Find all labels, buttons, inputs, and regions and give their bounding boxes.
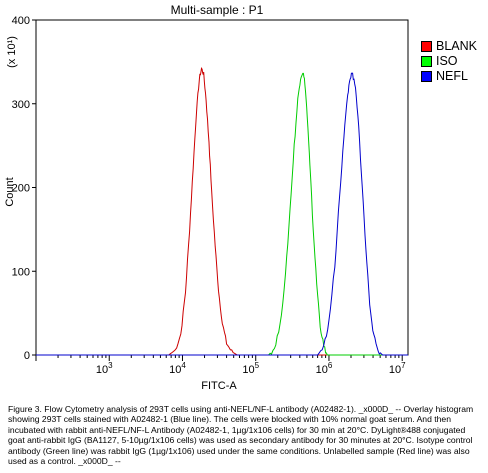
x-tick-exponent: 3 — [108, 361, 113, 370]
legend-swatch-iso — [421, 55, 432, 67]
x-tick-label: 104 — [169, 361, 186, 376]
legend-item-blank: BLANK — [421, 39, 477, 53]
plot-frame — [35, 19, 409, 356]
series-line-iso — [36, 72, 408, 356]
y-tick-label: 200 — [12, 183, 30, 195]
y-multiplier-label: (x 10¹) — [6, 36, 18, 68]
x-axis-label: FITC-A — [201, 380, 237, 392]
x-tick-exponent: 4 — [181, 361, 186, 370]
y-tick-label: 400 — [12, 15, 30, 27]
series-line-blank — [36, 66, 408, 356]
y-tick-label: 300 — [12, 99, 30, 111]
x-tick-exponent: 5 — [255, 361, 260, 370]
series-line-nefl — [36, 72, 408, 356]
x-tick-base: 10 — [389, 364, 401, 376]
legend-swatch-blank — [421, 40, 432, 52]
x-tick-label: 106 — [316, 361, 333, 376]
x-tick-exponent: 6 — [328, 361, 333, 370]
x-tick-label: 107 — [389, 361, 406, 376]
y-tick-label: 0 — [24, 350, 30, 362]
x-tick-base: 10 — [316, 364, 328, 376]
chart-title: Multi-sample : P1 — [171, 3, 264, 17]
legend-label-blank: BLANK — [436, 39, 477, 53]
y-axis-label: Count — [4, 177, 16, 206]
x-tick-base: 10 — [96, 364, 108, 376]
x-tick-base: 10 — [169, 364, 181, 376]
x-tick-label: 103 — [96, 361, 113, 376]
y-tick-label: 100 — [12, 266, 30, 278]
x-tick-label: 105 — [242, 361, 259, 376]
legend-label-iso: ISO — [436, 54, 458, 68]
legend-item-nefl: NEFL — [421, 69, 468, 83]
x-tick-exponent: 7 — [401, 361, 406, 370]
legend-item-iso: ISO — [421, 54, 458, 68]
legend-swatch-nefl — [421, 70, 432, 82]
legend-label-nefl: NEFL — [436, 69, 468, 83]
x-tick-base: 10 — [242, 364, 254, 376]
figure-caption: Figure 3. Flow Cytometry analysis of 293… — [8, 404, 474, 467]
